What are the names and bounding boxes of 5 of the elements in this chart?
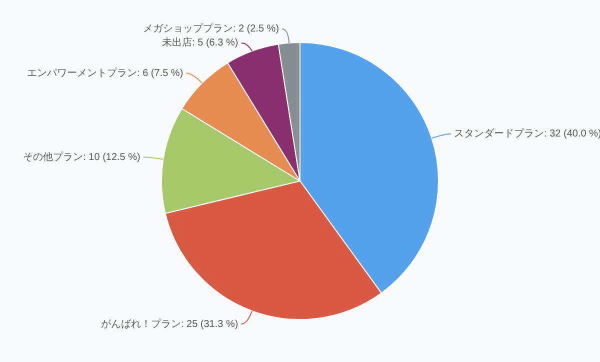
slice-label: がんばれ！プラン: 25 (31.3 %) — [100, 318, 238, 330]
slice-label: エンパワーメントプラン: 6 (7.5 %) — [27, 66, 184, 79]
slice-label: メガショッププラン: 2 (2.5 %) — [142, 22, 280, 35]
slice-label: その他プラン: 10 (12.5 %) — [23, 150, 140, 163]
slice-label: 未出店: 5 (6.3 %) — [162, 36, 238, 49]
